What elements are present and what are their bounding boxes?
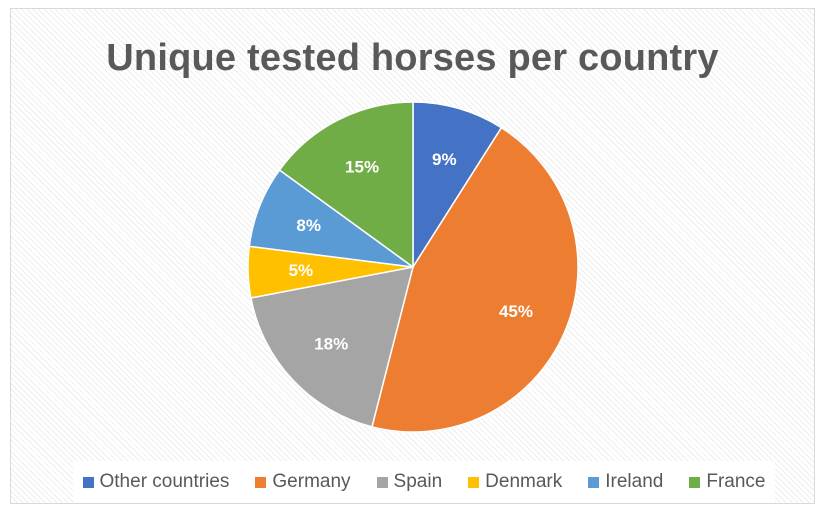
legend-label: Germany [272, 471, 351, 492]
data-label-denmark: 5% [289, 261, 314, 280]
data-label-germany: 45% [499, 302, 533, 321]
data-label-other-countries: 9% [432, 150, 457, 169]
pie-slice-germany [371, 126, 579, 433]
data-label-france: 15% [345, 158, 379, 177]
legend-label: Ireland [605, 471, 664, 492]
legend-item-other-countries: Other countries [82, 471, 230, 493]
chart-title: Unique tested horses per country [106, 37, 719, 79]
chart-area: Unique tested horses per country 9% 45% 18… [10, 8, 815, 504]
legend-label: Other countries [99, 471, 230, 492]
legend-swatch [689, 476, 701, 488]
legend-item-germany: Germany [255, 471, 351, 493]
legend-label: Denmark [485, 471, 563, 492]
legend-item-denmark: Denmark [468, 471, 562, 493]
legend-swatch [255, 476, 267, 488]
legend-label: France [706, 471, 766, 492]
legend-swatch [82, 476, 94, 488]
legend-swatch [468, 476, 480, 488]
data-label-spain: 18% [314, 334, 348, 353]
legend-swatch [376, 476, 388, 488]
legend-label: Spain [393, 471, 443, 492]
pie-slice-spain [250, 266, 415, 428]
legend-item-ireland: Ireland [588, 471, 663, 493]
pie-slice-france [278, 101, 414, 269]
legend-swatch [588, 476, 600, 488]
legend: Other countries Germany Spain Denmark Irelan… [73, 461, 775, 503]
pie-chart: 9% 45% 18% 5% 8% 15% [247, 101, 579, 433]
pie-slice-other-countries [412, 101, 503, 270]
legend-item-spain: Spain [376, 471, 443, 493]
legend-item-france: France [689, 471, 765, 493]
data-label-ireland: 8% [296, 216, 321, 235]
